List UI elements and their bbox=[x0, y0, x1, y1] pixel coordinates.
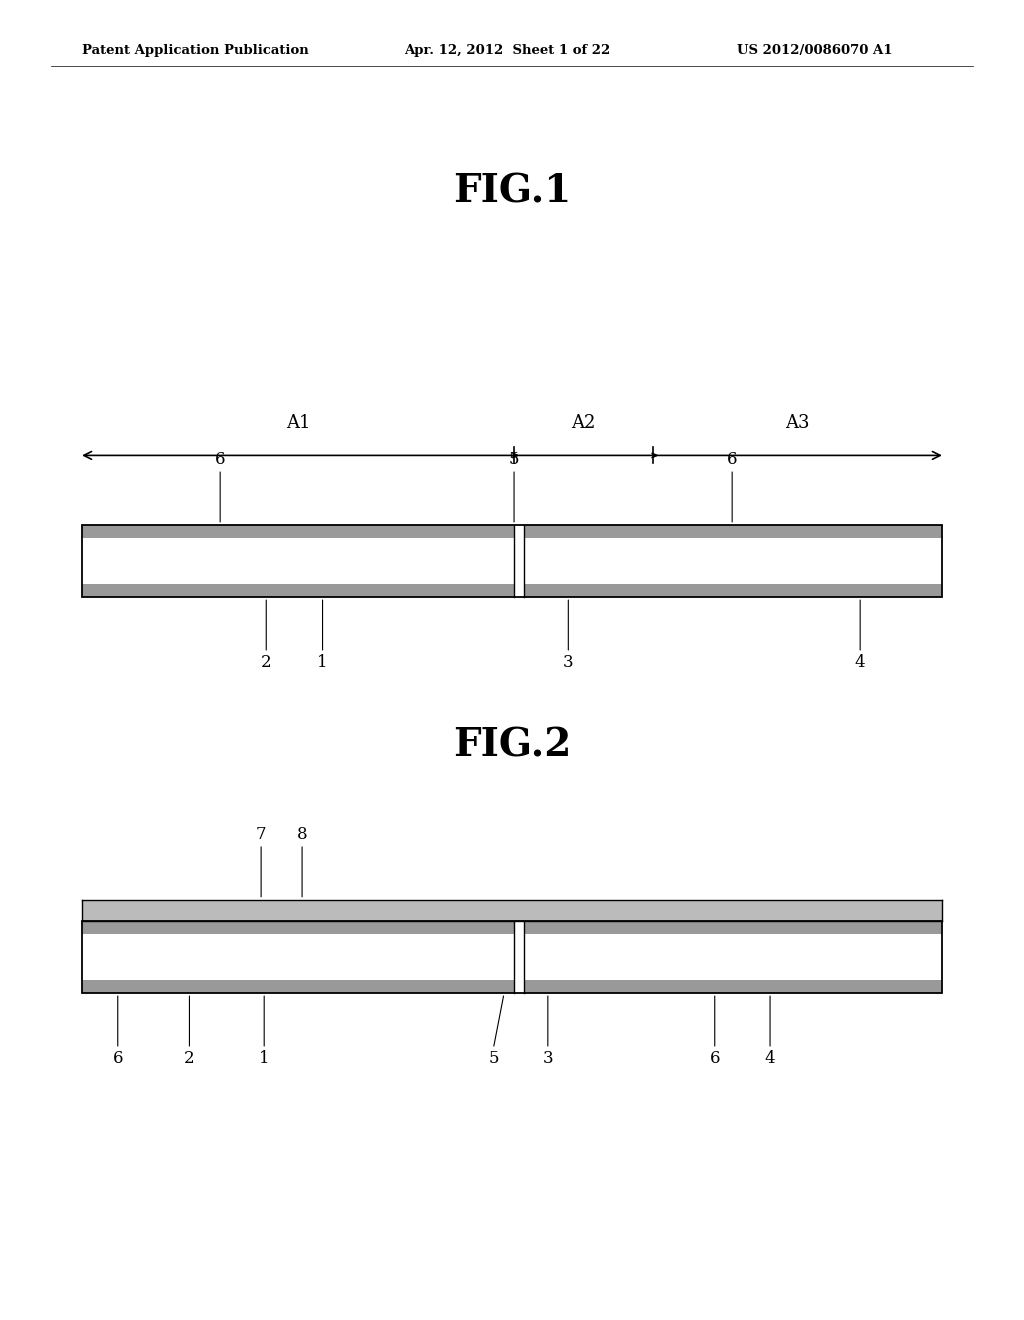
Text: 4: 4 bbox=[765, 1051, 775, 1067]
Text: 5: 5 bbox=[488, 1051, 499, 1067]
Text: A3: A3 bbox=[785, 413, 810, 432]
Text: 6: 6 bbox=[215, 451, 225, 469]
Text: Apr. 12, 2012  Sheet 1 of 22: Apr. 12, 2012 Sheet 1 of 22 bbox=[404, 44, 610, 57]
Text: FIG.1: FIG.1 bbox=[453, 173, 571, 210]
Bar bbox=[82, 525, 942, 537]
Text: 6: 6 bbox=[727, 451, 737, 469]
Text: Patent Application Publication: Patent Application Publication bbox=[82, 44, 308, 57]
Bar bbox=[514, 921, 524, 993]
Text: A1: A1 bbox=[286, 413, 310, 432]
Bar bbox=[82, 921, 942, 993]
Bar bbox=[82, 900, 942, 921]
Text: 7: 7 bbox=[256, 826, 266, 842]
Bar bbox=[514, 525, 524, 597]
Text: 1: 1 bbox=[317, 655, 328, 671]
Text: 4: 4 bbox=[855, 655, 865, 671]
Text: 5: 5 bbox=[509, 451, 519, 469]
Bar bbox=[82, 981, 942, 993]
Text: 8: 8 bbox=[297, 826, 307, 842]
Text: A2: A2 bbox=[571, 413, 596, 432]
Text: 6: 6 bbox=[113, 1051, 123, 1067]
Text: FIG.2: FIG.2 bbox=[453, 727, 571, 764]
Text: US 2012/0086070 A1: US 2012/0086070 A1 bbox=[737, 44, 893, 57]
Bar bbox=[82, 921, 514, 993]
Text: 6: 6 bbox=[710, 1051, 720, 1067]
Bar bbox=[524, 525, 942, 597]
Text: 2: 2 bbox=[261, 655, 271, 671]
Bar bbox=[82, 525, 942, 597]
Bar bbox=[524, 921, 942, 993]
Text: 3: 3 bbox=[543, 1051, 553, 1067]
Bar bbox=[82, 525, 514, 597]
Text: 3: 3 bbox=[563, 655, 573, 671]
Text: 2: 2 bbox=[184, 1051, 195, 1067]
Text: 1: 1 bbox=[259, 1051, 269, 1067]
Bar bbox=[82, 921, 942, 933]
Bar bbox=[82, 585, 942, 597]
